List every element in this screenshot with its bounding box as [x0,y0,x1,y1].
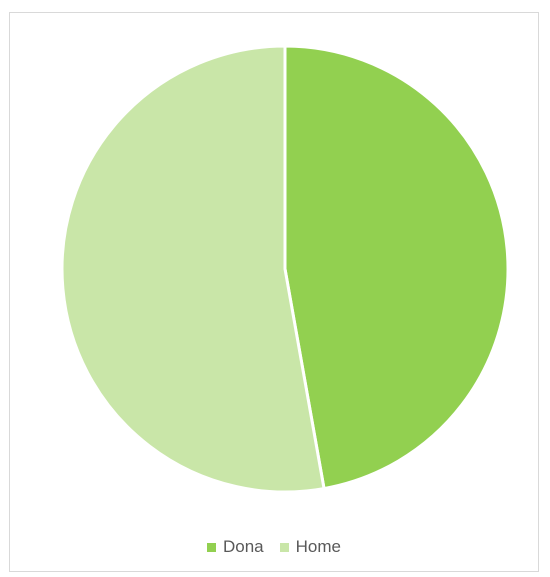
pie-chart [60,44,510,494]
pie-slice-dona [283,44,510,491]
legend-label-home: Home [295,537,341,556]
chart-area: Dona Home [9,12,539,572]
legend: Dona Home [10,537,538,557]
pie-slice-home [60,44,326,494]
legend-swatch-home [279,542,289,552]
legend-item-dona: Dona [207,537,264,557]
legend-item-home: Home [279,537,341,557]
legend-label-dona: Dona [223,537,264,556]
legend-swatch-dona [207,542,216,552]
